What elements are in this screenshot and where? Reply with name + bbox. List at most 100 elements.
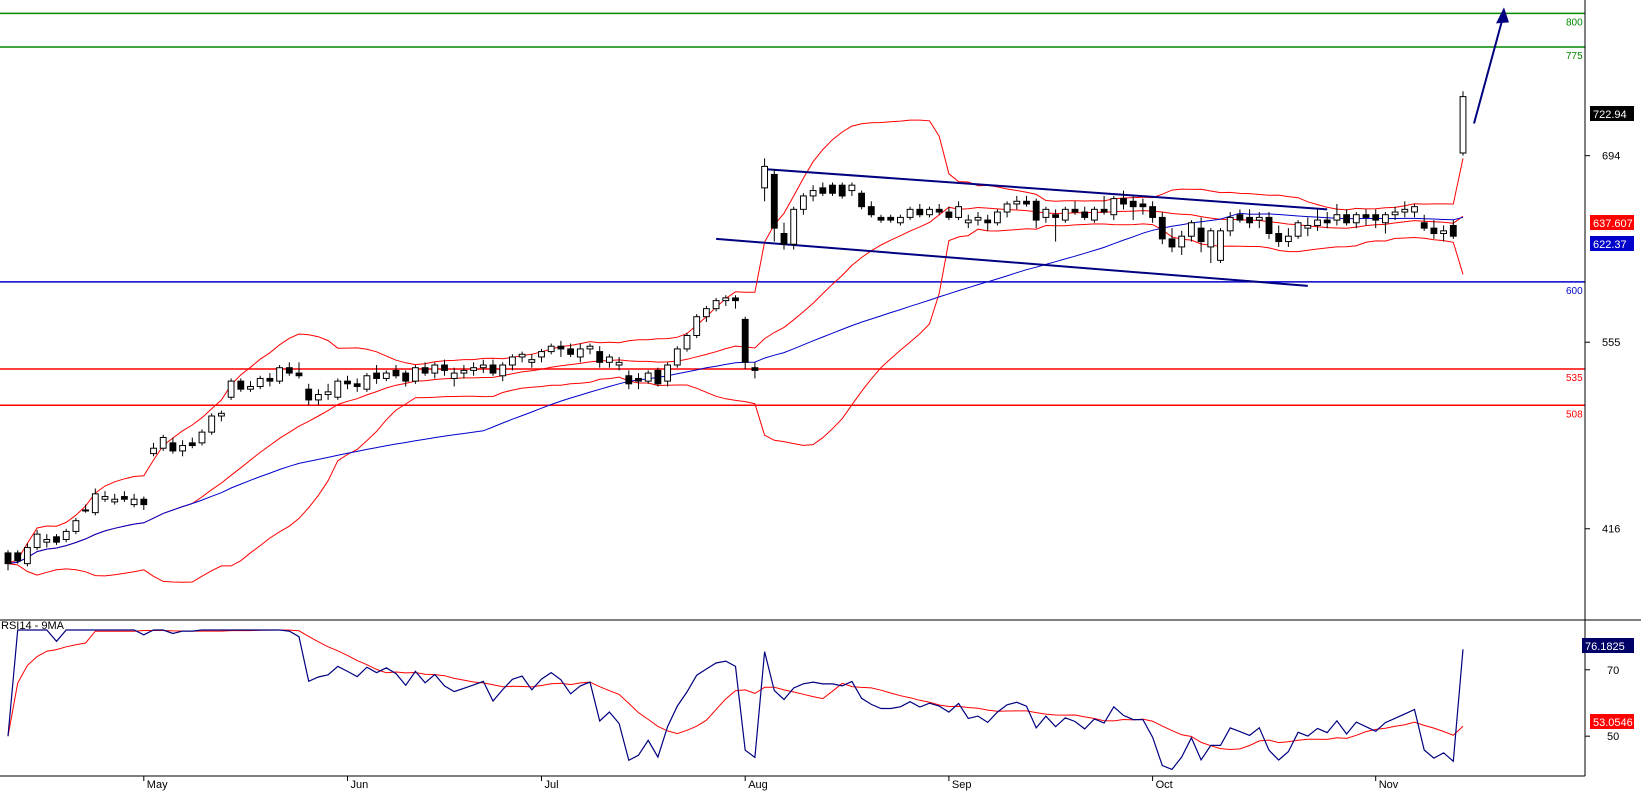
candle-body-down: [373, 372, 381, 379]
rsi-tick-label: 70: [1607, 665, 1619, 677]
candle-body-up: [1178, 235, 1186, 248]
candle-body-down: [489, 364, 497, 374]
candle: [111, 493, 119, 505]
candle: [596, 346, 604, 368]
candle-body-up: [1042, 208, 1050, 218]
candle: [722, 295, 730, 306]
candle: [150, 442, 157, 457]
candle: [586, 343, 594, 355]
candle-body-down: [140, 498, 148, 506]
candle-body-up: [460, 369, 468, 374]
candle: [1149, 201, 1157, 223]
candle: [295, 362, 303, 379]
candle: [557, 340, 565, 357]
candle: [1372, 209, 1380, 229]
candle: [1168, 228, 1176, 253]
price-tick-label: 416: [1602, 524, 1620, 536]
candle: [62, 528, 70, 543]
candle-body-down: [1120, 198, 1127, 205]
candle: [23, 543, 31, 567]
candle: [858, 190, 866, 210]
ma-tag: 622.37: [1590, 236, 1634, 251]
candle: [1314, 209, 1321, 231]
candle-body-down: [741, 318, 749, 363]
candle: [1071, 201, 1079, 215]
candle-body-down: [596, 351, 604, 363]
channel-upper-line: [764, 168, 1328, 211]
rsi-value-tag: 76.1825: [1582, 638, 1634, 653]
candle-body-up: [33, 533, 41, 549]
candle: [538, 348, 545, 363]
candle-body-up: [1333, 214, 1341, 221]
candle: [1120, 190, 1127, 210]
candle-body-up: [1304, 224, 1312, 229]
candle-body-up: [605, 356, 613, 363]
moving-average-layer: [7, 212, 1464, 565]
candle-body-down: [1323, 219, 1331, 224]
candle-body-up: [508, 356, 516, 366]
candle-body-up: [518, 353, 526, 358]
candle: [945, 206, 953, 221]
candle-body-up: [72, 520, 80, 532]
moving-average-line: [7, 212, 1464, 565]
candle: [101, 491, 109, 502]
candle-body-down: [557, 345, 565, 350]
candle-body-down: [1129, 200, 1137, 208]
level-label-508: 508: [1566, 409, 1583, 420]
candle-body-up: [1294, 222, 1302, 237]
candle: [489, 359, 497, 376]
candle-body-up: [91, 493, 99, 514]
candle: [344, 375, 351, 390]
candle: [955, 201, 963, 221]
candle-body-up: [276, 367, 284, 382]
candle-body-down: [285, 367, 293, 374]
candle-body-down: [188, 442, 196, 447]
candle: [188, 437, 196, 449]
candle-body-up: [664, 364, 672, 382]
candle: [848, 182, 856, 196]
candle-body-up: [247, 385, 254, 390]
candle-body-down: [402, 372, 410, 382]
candle: [799, 193, 807, 215]
candle: [1304, 217, 1312, 237]
candle: [693, 314, 701, 339]
x-tick-label: Aug: [748, 779, 768, 791]
candle-body-down: [1071, 208, 1079, 213]
candle-body-down: [1420, 222, 1428, 229]
candles-layer: [4, 91, 1467, 571]
candle: [887, 214, 895, 223]
candle: [741, 316, 749, 370]
candle-body-down: [1023, 200, 1030, 205]
candle-body-down: [1149, 206, 1157, 218]
candle: [809, 185, 817, 202]
horizontal-levels-layer: 800 775 600 535 508: [0, 12, 1585, 420]
candle: [1187, 220, 1195, 242]
candle-body-up: [683, 334, 691, 350]
candle: [441, 359, 448, 376]
candle: [247, 381, 254, 392]
candle-body-up: [974, 216, 982, 221]
candle: [615, 356, 623, 371]
candle: [1401, 201, 1409, 218]
candle: [1052, 209, 1060, 242]
candle: [528, 354, 536, 368]
bb-mid-label: 637.607: [1593, 218, 1633, 230]
candle-body-up: [150, 447, 157, 455]
candle: [1003, 201, 1011, 218]
candle: [974, 212, 982, 226]
candle-body-down: [732, 297, 739, 302]
candle-body-down: [392, 369, 400, 377]
target-arrow-head: [1496, 7, 1509, 24]
candle-body-up: [1226, 216, 1234, 232]
candle-body-down: [1449, 224, 1457, 237]
candle-body-up: [324, 391, 332, 396]
candle-body-down: [935, 208, 943, 213]
candle: [790, 206, 798, 250]
level-label-535: 535: [1566, 373, 1583, 384]
ma-label: 622.37: [1593, 239, 1627, 251]
candle-body-down: [1052, 214, 1060, 218]
candle-body-down: [1246, 216, 1254, 224]
candle-body-up: [528, 359, 536, 363]
candle-body-up: [1401, 208, 1409, 213]
